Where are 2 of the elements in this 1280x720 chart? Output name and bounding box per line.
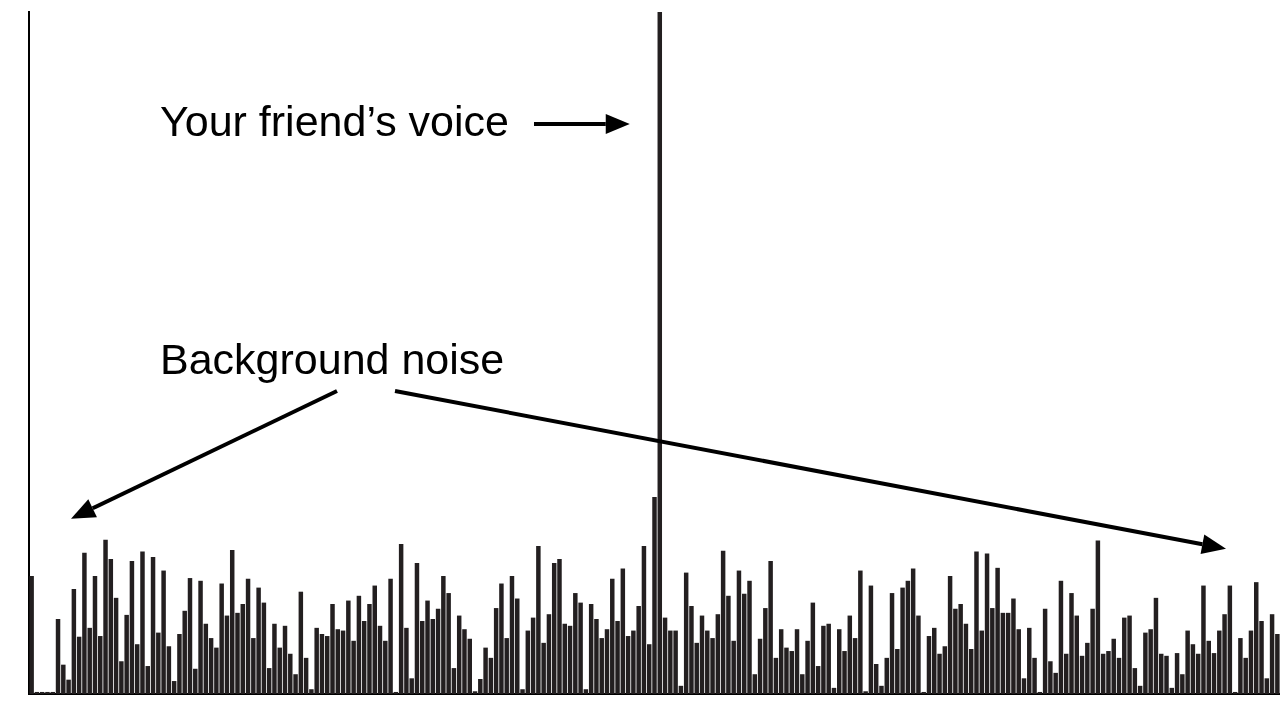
annotation: Your friend’s voice bbox=[160, 97, 509, 146]
annotation: Background noise bbox=[160, 335, 505, 384]
